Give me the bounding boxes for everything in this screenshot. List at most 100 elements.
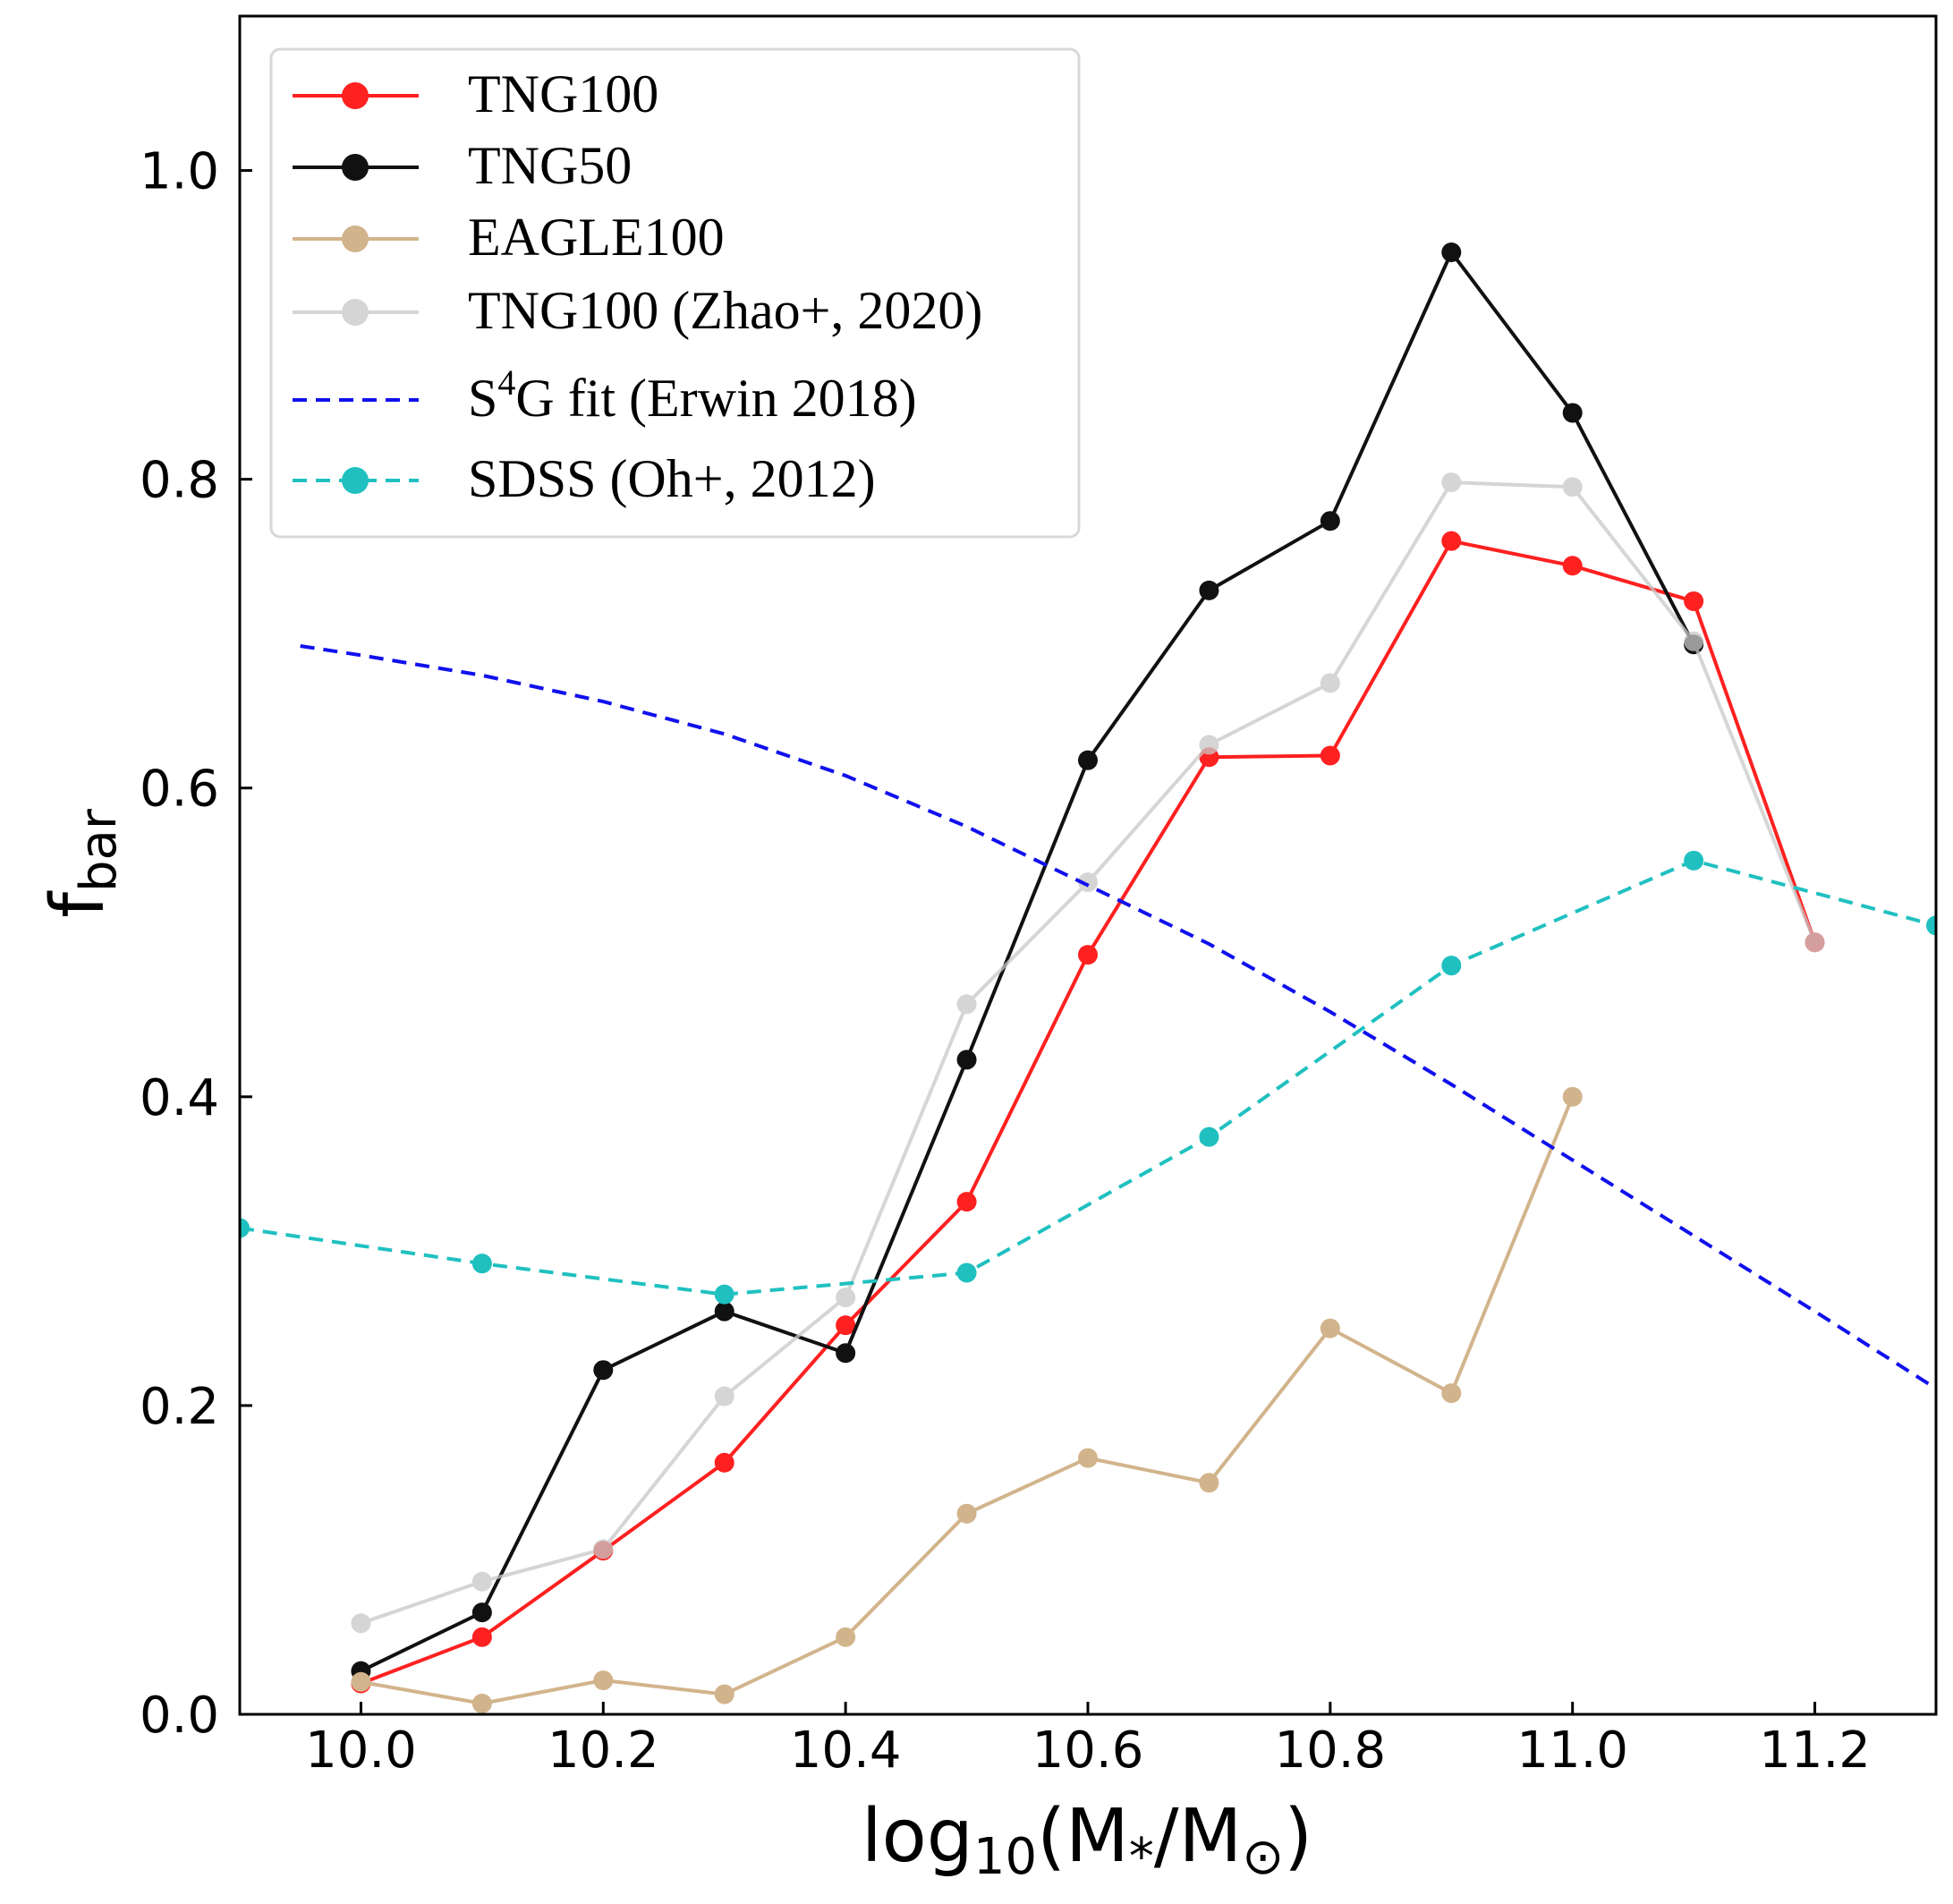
legend-label-tng100: TNG100 — [468, 64, 658, 123]
x-tick-label: 10.8 — [1275, 1721, 1387, 1780]
data-point — [1199, 735, 1219, 755]
data-point — [1684, 850, 1704, 871]
x-tick-label: 10.4 — [790, 1721, 902, 1780]
data-point — [714, 1684, 734, 1704]
series-eagle100 — [351, 1086, 1583, 1713]
series-line — [300, 644, 1936, 1390]
legend-label-s4g-fit: S4G fit (Erwin 2018) — [468, 362, 917, 428]
x-tick-label: 10.6 — [1032, 1721, 1144, 1780]
legend-s4g-post: G fit (Erwin 2018) — [515, 369, 916, 428]
data-point — [471, 1602, 492, 1623]
data-point — [1562, 1086, 1583, 1107]
data-point — [956, 1262, 977, 1283]
x-axis-title-close: ) — [1284, 1794, 1312, 1879]
legend: TNG100 TNG50 EAGLE100 TNG100 (Zhao+, 202… — [269, 47, 1081, 539]
data-point — [1199, 580, 1219, 600]
data-point — [351, 1613, 371, 1634]
x-axis-title: log10(M*/M⊙) — [862, 1794, 1312, 1886]
data-point — [956, 1050, 977, 1070]
legend-label-tng100-zhao: TNG100 (Zhao+, 2020) — [468, 281, 982, 340]
legend-handles — [293, 82, 419, 494]
x-axis-title-mass: (M — [1037, 1794, 1129, 1879]
series-sdss-oh-2012 — [240, 850, 1936, 1305]
legend-label-sdss: SDSS (Oh+, 2012) — [468, 449, 876, 508]
y-axis-title: fbar — [36, 808, 128, 918]
data-point — [1320, 1318, 1340, 1339]
legend-s4g-sup: 4 — [497, 362, 515, 403]
legend-frame — [269, 47, 1081, 539]
legend-marker — [342, 225, 369, 252]
data-point — [714, 1284, 734, 1305]
data-point — [836, 1315, 856, 1336]
data-point — [1078, 750, 1098, 770]
data-point — [471, 1693, 492, 1713]
data-point — [1441, 1383, 1462, 1404]
data-point — [1926, 915, 1936, 936]
y-tick-label: 0.0 — [140, 1687, 219, 1745]
data-point — [956, 1503, 977, 1524]
x-tick-label: 11.2 — [1759, 1721, 1871, 1780]
x-tick-label: 11.0 — [1516, 1721, 1628, 1780]
data-point — [1199, 1126, 1219, 1147]
data-point — [1441, 956, 1462, 976]
legend-handle-tng50 — [293, 154, 419, 181]
y-tick-label: 0.6 — [140, 761, 219, 819]
data-point — [836, 1343, 856, 1364]
legend-marker — [342, 467, 369, 494]
legend-handle-sdss-oh-2012 — [293, 467, 419, 494]
data-point — [956, 1192, 977, 1212]
data-point — [593, 1360, 614, 1381]
data-point — [836, 1627, 856, 1647]
data-point — [240, 1218, 250, 1238]
legend-handle-tng100 — [293, 82, 419, 109]
data-point — [1441, 242, 1462, 262]
data-point — [836, 1288, 856, 1308]
series-s4g-fit-erwin-2018 — [300, 644, 1936, 1390]
x-tick-label: 10.0 — [305, 1721, 417, 1780]
axis-ticks: 10.0 10.2 10.4 10.6 10.8 11.0 11.2 0.0 0.2 0.4 0.6… — [140, 143, 1871, 1780]
data-point — [714, 1301, 734, 1322]
data-point — [1684, 591, 1704, 611]
legend-handle-eagle100 — [293, 225, 419, 252]
legend-label-eagle100: EAGLE100 — [468, 208, 725, 267]
x-axis-title-sun: ⊙ — [1242, 1828, 1284, 1886]
legend-marker — [342, 154, 369, 181]
series-line — [240, 858, 1936, 1296]
series-tng50 — [351, 242, 1704, 1681]
data-point — [1078, 945, 1098, 965]
x-axis-title-sub: 10 — [973, 1828, 1037, 1886]
data-point — [1804, 932, 1825, 953]
data-point — [1320, 745, 1340, 766]
data-point — [714, 1386, 734, 1407]
legend-marker — [342, 299, 369, 326]
legend-marker — [342, 82, 369, 109]
data-point — [1078, 871, 1098, 892]
data-point — [593, 1670, 614, 1691]
x-axis-title-log: log — [862, 1794, 973, 1879]
data-point — [1562, 477, 1583, 497]
x-axis-title-star: * — [1129, 1828, 1154, 1886]
data-point — [593, 1539, 614, 1560]
data-point — [714, 1452, 734, 1473]
data-point — [471, 1627, 492, 1647]
data-point — [956, 994, 977, 1015]
data-point — [1562, 556, 1583, 576]
x-axis-title-solar-mass: /M — [1154, 1794, 1242, 1879]
data-point — [1562, 403, 1583, 423]
legend-label-tng50: TNG50 — [468, 136, 632, 195]
data-point — [1441, 531, 1462, 551]
y-tick-label: 0.8 — [140, 452, 219, 510]
legend-handle-tng100-zhao-2020 — [293, 299, 419, 326]
x-tick-label: 10.2 — [548, 1721, 659, 1780]
y-tick-label: 0.4 — [140, 1069, 219, 1127]
data-point — [1684, 631, 1704, 651]
data-point — [471, 1571, 492, 1592]
data-point — [1199, 1473, 1219, 1493]
series-layer — [240, 242, 1936, 1713]
data-point — [351, 1671, 371, 1692]
y-axis-title-main: f — [36, 890, 121, 918]
data-point — [1441, 472, 1462, 493]
data-point — [1320, 673, 1340, 693]
data-point — [1078, 1448, 1098, 1468]
